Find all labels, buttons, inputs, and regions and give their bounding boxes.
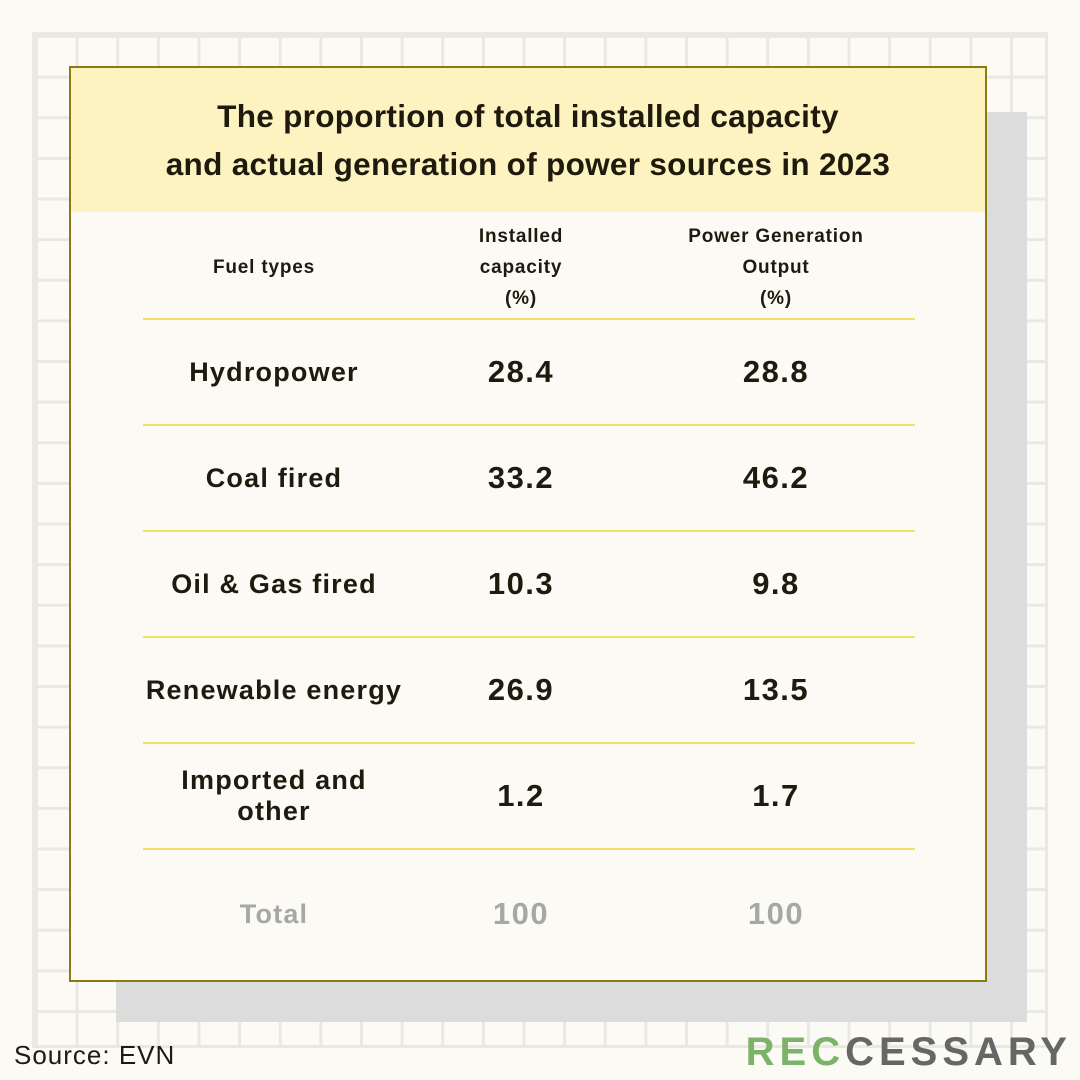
output-value: 46.2 — [637, 425, 915, 532]
title-band: The proportion of total installed capaci… — [71, 68, 985, 212]
header-power-output: Power Generation Output (%) — [637, 216, 915, 320]
title-line-2: and actual generation of power sources i… — [165, 146, 891, 182]
header-installed-line: Installed — [478, 225, 564, 247]
header-output-line: (%) — [760, 287, 792, 309]
header-installed-line: capacity — [479, 256, 563, 278]
table-row: Coal fired 33.2 46.2 — [143, 425, 915, 532]
total-label: Total — [239, 898, 309, 929]
data-table: Fuel types Installed capacity (%) Power … — [143, 216, 915, 978]
header-fuel-types: Fuel types — [143, 216, 405, 320]
output-value: 28.8 — [637, 319, 915, 426]
total-output-value: 100 — [747, 896, 805, 931]
header-installed-capacity: Installed capacity (%) — [405, 216, 637, 320]
fuel-name: Hydropower — [143, 319, 405, 426]
fuel-name: Imported and other — [143, 743, 405, 850]
table-card: The proportion of total installed capaci… — [69, 66, 987, 982]
installed-value: 28.4 — [405, 319, 637, 426]
header-output-line: Power Generation — [688, 225, 864, 247]
logo-rest-text: CESSARY — [845, 1030, 1072, 1074]
title-line-1: The proportion of total installed capaci… — [217, 98, 839, 134]
header-output-line: Output — [742, 256, 810, 278]
source-note: Source: EVN — [14, 1040, 176, 1070]
brand-logo: RECCESSARY — [746, 1030, 1072, 1075]
table-row: Imported and other 1.2 1.7 — [143, 743, 915, 850]
fuel-name: Coal fired — [143, 425, 405, 532]
output-value: 13.5 — [637, 637, 915, 744]
total-installed-value: 100 — [492, 896, 550, 931]
total-row: Total 100 100 — [143, 849, 915, 978]
table-row: Renewable energy 26.9 13.5 — [143, 637, 915, 744]
fuel-name: Oil & Gas fired — [143, 531, 405, 638]
table-row: Oil & Gas fired 10.3 9.8 — [143, 531, 915, 638]
output-value: 1.7 — [637, 743, 915, 850]
output-value: 9.8 — [637, 531, 915, 638]
installed-value: 10.3 — [405, 531, 637, 638]
header-row: Fuel types Installed capacity (%) Power … — [143, 216, 915, 320]
installed-value: 1.2 — [405, 743, 637, 850]
installed-value: 26.9 — [405, 637, 637, 744]
fuel-name: Renewable energy — [143, 637, 405, 744]
table-row: Hydropower 28.4 28.8 — [143, 319, 915, 426]
header-installed-line: (%) — [505, 287, 537, 309]
logo-accent-text: REC — [745, 1030, 846, 1074]
installed-value: 33.2 — [405, 425, 637, 532]
